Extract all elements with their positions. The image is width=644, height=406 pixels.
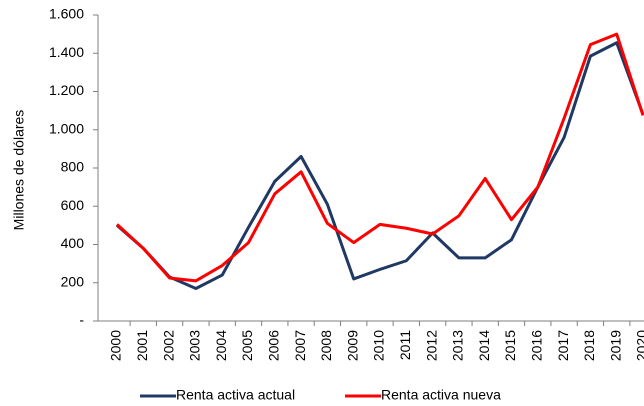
y-tick-label: 400: [61, 235, 85, 251]
x-tick-label: 2010: [371, 330, 387, 361]
x-tick-label: 2013: [450, 330, 466, 361]
x-tick-label: 2004: [213, 330, 229, 361]
y-tick-label: -: [79, 312, 84, 328]
x-tick-label: 2007: [292, 330, 308, 361]
x-tick-label: 2016: [529, 330, 545, 361]
x-tick-label: 2018: [581, 330, 597, 361]
x-tick-label: 2014: [476, 330, 492, 361]
x-tick-label: 2003: [187, 330, 203, 361]
x-tick-label: 2002: [160, 330, 176, 361]
x-tick-label: 2009: [344, 330, 360, 361]
x-tick-label: 2000: [108, 330, 124, 361]
series-line: [115, 32, 644, 283]
y-tick-label: 1.400: [49, 44, 84, 60]
legend-label: Renta activa actual: [176, 387, 295, 403]
x-tick-label: 2011: [397, 330, 413, 360]
y-tick-label: 1.600: [49, 6, 84, 22]
series-line: [116, 41, 644, 290]
legend-label: Renta activa nueva: [381, 387, 501, 403]
y-tick-label: 1.200: [49, 82, 84, 98]
x-tick-label: 2008: [318, 330, 334, 361]
x-tick-label: 2006: [266, 330, 282, 361]
y-tick-label: 800: [61, 159, 85, 175]
y-tick-label: 1.000: [49, 120, 84, 136]
x-tick-label: 2005: [239, 330, 255, 361]
x-tick-label: 2015: [502, 330, 518, 361]
y-axis-label: Millones de dólares: [11, 110, 27, 231]
x-tick-label: 2019: [607, 330, 623, 361]
y-tick-label: 200: [61, 273, 85, 289]
x-tick-label: 2017: [555, 330, 571, 361]
x-tick-label: 2001: [134, 330, 150, 361]
x-tick-label: 2012: [423, 330, 439, 361]
x-tick-label: 2020: [634, 330, 644, 361]
y-tick-label: 600: [61, 197, 85, 213]
